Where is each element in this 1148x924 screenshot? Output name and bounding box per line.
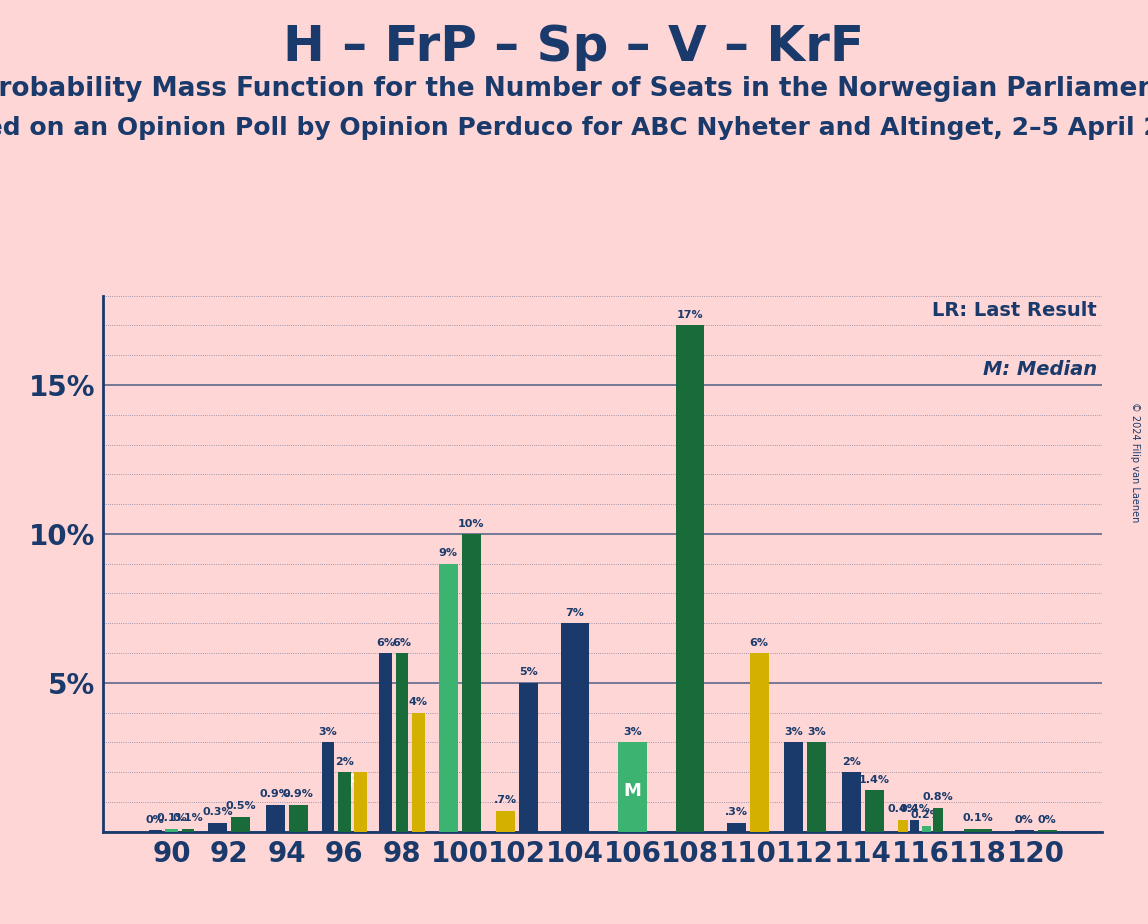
Bar — [461, 534, 481, 832]
Bar — [412, 712, 425, 832]
Text: 0.1%: 0.1% — [963, 813, 993, 823]
Bar — [1038, 830, 1056, 832]
Text: 0.8%: 0.8% — [923, 793, 953, 802]
Text: 0%: 0% — [1015, 815, 1033, 825]
Bar — [898, 820, 908, 832]
Bar — [933, 808, 943, 832]
Text: LR: Last Result: LR: Last Result — [932, 301, 1097, 320]
Text: 3%: 3% — [319, 727, 338, 737]
Bar — [439, 564, 458, 832]
Text: 6%: 6% — [377, 638, 395, 648]
Bar — [231, 817, 250, 832]
Text: M: M — [623, 783, 642, 800]
Text: 0.2%: 0.2% — [910, 810, 941, 821]
Text: 10%: 10% — [458, 518, 484, 529]
Text: 1.4%: 1.4% — [859, 774, 890, 784]
Bar — [807, 742, 827, 832]
Text: .7%: .7% — [494, 796, 518, 806]
Text: 0.1%: 0.1% — [156, 813, 187, 823]
Text: 7%: 7% — [565, 608, 584, 618]
Text: 0.9%: 0.9% — [282, 789, 313, 799]
Bar — [727, 822, 746, 832]
Bar — [149, 830, 162, 832]
Text: Based on an Opinion Poll by Opinion Perduco for ABC Nyheter and Altinget, 2–5 Ap: Based on an Opinion Poll by Opinion Perd… — [0, 116, 1148, 140]
Bar — [208, 822, 227, 832]
Bar — [519, 683, 538, 832]
Bar — [355, 772, 367, 832]
Text: 2%: 2% — [841, 757, 861, 767]
Text: 6%: 6% — [750, 638, 769, 648]
Bar — [289, 805, 308, 832]
Text: H – FrP – Sp – V – KrF: H – FrP – Sp – V – KrF — [284, 23, 864, 71]
Text: 0%: 0% — [1038, 815, 1056, 825]
Text: 0.3%: 0.3% — [202, 808, 233, 818]
Bar — [181, 829, 194, 832]
Bar — [910, 820, 920, 832]
Bar — [676, 325, 704, 832]
Text: © 2024 Filip van Laenen: © 2024 Filip van Laenen — [1130, 402, 1140, 522]
Text: 9%: 9% — [439, 548, 458, 558]
Bar — [165, 829, 178, 832]
Bar — [864, 790, 884, 832]
Bar — [841, 772, 861, 832]
Text: 0.1%: 0.1% — [172, 813, 203, 823]
Bar — [265, 805, 285, 832]
Text: 0.5%: 0.5% — [225, 801, 256, 811]
Text: 0.4%: 0.4% — [887, 804, 918, 814]
Text: 6%: 6% — [393, 638, 411, 648]
Bar — [396, 653, 409, 832]
Bar — [922, 826, 931, 832]
Text: 17%: 17% — [676, 310, 704, 320]
Text: 2%: 2% — [335, 757, 354, 767]
Text: 0%: 0% — [146, 815, 164, 825]
Text: LR: LR — [336, 773, 362, 792]
Text: 0.4%: 0.4% — [899, 804, 930, 814]
Text: 5%: 5% — [519, 667, 538, 677]
Bar — [560, 623, 589, 832]
Bar — [750, 653, 769, 832]
Text: 3%: 3% — [784, 727, 804, 737]
Text: 3%: 3% — [807, 727, 827, 737]
Text: .3%: .3% — [724, 808, 747, 818]
Text: 4%: 4% — [409, 697, 428, 707]
Bar — [1015, 830, 1033, 832]
Text: M: Median: M: Median — [983, 360, 1097, 379]
Bar — [379, 653, 393, 832]
Bar — [964, 829, 992, 832]
Bar — [496, 810, 515, 832]
Bar — [338, 772, 351, 832]
Bar — [618, 742, 646, 832]
Bar — [321, 742, 334, 832]
Text: Probability Mass Function for the Number of Seats in the Norwegian Parliament: Probability Mass Function for the Number… — [0, 76, 1148, 102]
Text: 0.9%: 0.9% — [259, 789, 290, 799]
Text: 3%: 3% — [623, 727, 642, 737]
Bar — [784, 742, 804, 832]
